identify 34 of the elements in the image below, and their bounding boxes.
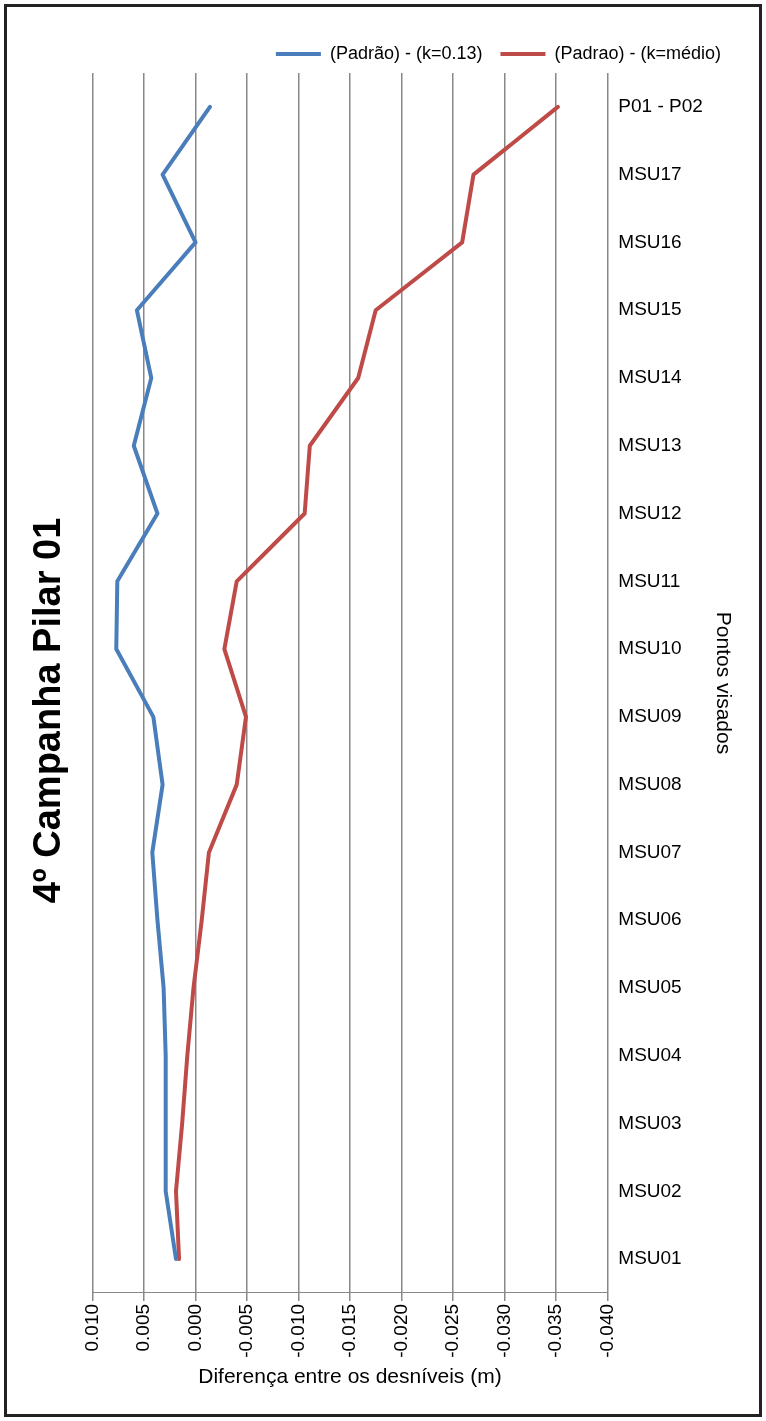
y-tick-label: MSU03 xyxy=(618,1111,682,1133)
y-tick-label: MSU04 xyxy=(618,1043,683,1065)
x-tick-label: 0.010 xyxy=(80,1303,102,1352)
y-tick-label: P01 - P02 xyxy=(618,95,703,117)
x-tick-label: -0.040 xyxy=(595,1303,617,1358)
x-tick-label: -0.010 xyxy=(286,1303,308,1358)
x-tick-label: -0.035 xyxy=(544,1303,566,1358)
y-tick-label: MSU16 xyxy=(618,230,682,252)
text: 4º Campanha Pilar 01 xyxy=(26,517,69,904)
y-tick-label: MSU11 xyxy=(618,569,681,591)
y-tick-label: MSU15 xyxy=(618,298,682,320)
legend-label: (Padrao) - (k=médio) xyxy=(554,42,722,63)
x-tick-label: -0.025 xyxy=(441,1303,463,1358)
x-tick-label: 0.000 xyxy=(183,1303,205,1352)
y-tick-label: MSU07 xyxy=(618,840,682,862)
x-tick-label: 0.005 xyxy=(132,1303,154,1352)
x-tick-label: -0.020 xyxy=(389,1303,411,1358)
y-tick-label: MSU10 xyxy=(618,637,682,659)
y-tick-label: MSU14 xyxy=(618,366,683,388)
y-tick-label: MSU17 xyxy=(618,162,682,184)
y-tick-label: MSU08 xyxy=(618,772,682,794)
y-tick-label: MSU06 xyxy=(618,908,682,930)
legend-label: (Padrão) - (k=0.13) xyxy=(329,42,483,63)
y-tick-label: MSU09 xyxy=(618,705,682,727)
y-tick-label: MSU05 xyxy=(618,976,682,998)
x-tick-label: -0.005 xyxy=(235,1303,257,1358)
x-tick-label: -0.030 xyxy=(492,1303,514,1358)
x-tick-label: -0.015 xyxy=(338,1303,360,1358)
y-tick-label: MSU13 xyxy=(618,433,682,455)
x-axis-title: Diferença entre os desníveis (m) xyxy=(198,1364,502,1388)
y-tick-label: MSU01 xyxy=(618,1247,682,1269)
y-axis-title: Pontos visados xyxy=(712,611,736,755)
y-tick-label: MSU12 xyxy=(618,501,682,523)
y-tick-label: MSU02 xyxy=(618,1179,682,1201)
